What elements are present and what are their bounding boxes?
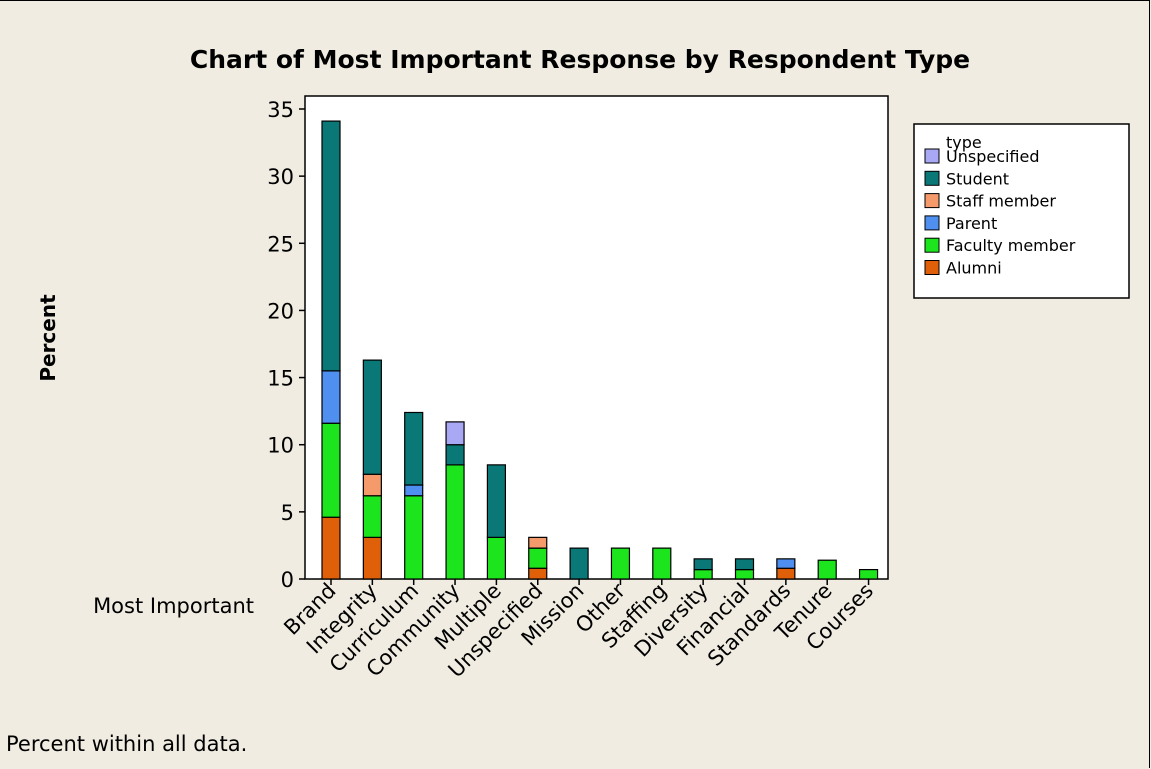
y-tick-label: 25 (267, 232, 294, 256)
legend-label: Faculty member (946, 236, 1076, 255)
bar-segment (321, 516, 341, 580)
y-tick-label: 15 (267, 367, 294, 391)
y-tick-label: 10 (267, 434, 294, 458)
y-tick-label: 20 (267, 299, 294, 323)
bar-segment (693, 568, 713, 580)
bar-segment (858, 568, 879, 580)
legend-title: type (946, 133, 982, 152)
legend-swatch (924, 260, 940, 275)
bar-segment (776, 567, 796, 580)
bar-segment (321, 422, 341, 518)
bar-segment (486, 464, 506, 538)
bar-segment (362, 473, 382, 497)
legend-swatch (924, 237, 940, 253)
legend-swatch (924, 170, 940, 186)
legend-items: Unspecified Student Staff member Parent Facu… (924, 147, 1076, 278)
x-axis: BrandIntegrityCurriculumCommunityMultipl… (279, 578, 878, 682)
legend-swatch (924, 193, 940, 209)
bar-segment (445, 421, 465, 446)
bar-segment (528, 567, 548, 580)
bar-segment (404, 484, 424, 497)
y-tick-label: 30 (267, 165, 294, 189)
legend: type Unspecified Student Staff member Paren… (913, 123, 1130, 299)
y-axis: 0 5 10 15 20 25 30 35 (267, 98, 305, 592)
legend-label: Staff member (946, 192, 1056, 211)
x-axis-label: Most Important (93, 594, 254, 618)
bar-segment (528, 536, 548, 549)
bar-segment (362, 536, 382, 580)
legend-swatch (924, 148, 940, 164)
bar-segment (404, 495, 424, 580)
y-tick-label: 0 (281, 568, 294, 592)
y-tick-label: 5 (281, 501, 294, 525)
bar-segment (693, 558, 713, 571)
bar-segment (445, 444, 465, 466)
bar-segment (321, 120, 341, 372)
footnote: Percent within all data. (6, 732, 247, 756)
y-tick-label: 35 (267, 98, 294, 122)
plot-area (304, 95, 889, 580)
bar-segment (486, 536, 506, 580)
bar-segment (734, 568, 755, 580)
bar-segment (652, 547, 672, 580)
bar-segment (362, 359, 382, 475)
legend-label: Unspecified (946, 147, 1040, 166)
bar-segment (734, 558, 755, 571)
chart-title: Chart of Most Important Response by Resp… (190, 45, 970, 74)
bar-segment (404, 411, 424, 486)
legend-swatch (924, 215, 940, 231)
y-axis-label: Percent (36, 294, 60, 382)
bar-segment (445, 464, 465, 580)
legend-label: Parent (946, 214, 997, 233)
bar-segment (528, 547, 548, 569)
legend-label: Alumni (946, 259, 1002, 278)
bar-segment (321, 370, 341, 424)
bar-segment (362, 495, 382, 538)
bar-segment (817, 559, 837, 580)
bar-segment (776, 558, 796, 569)
legend-box (913, 123, 1130, 299)
legend-label: Student (946, 169, 1009, 188)
bar-segment (569, 547, 589, 580)
bars-group (321, 120, 879, 580)
bar-segment (610, 547, 631, 580)
